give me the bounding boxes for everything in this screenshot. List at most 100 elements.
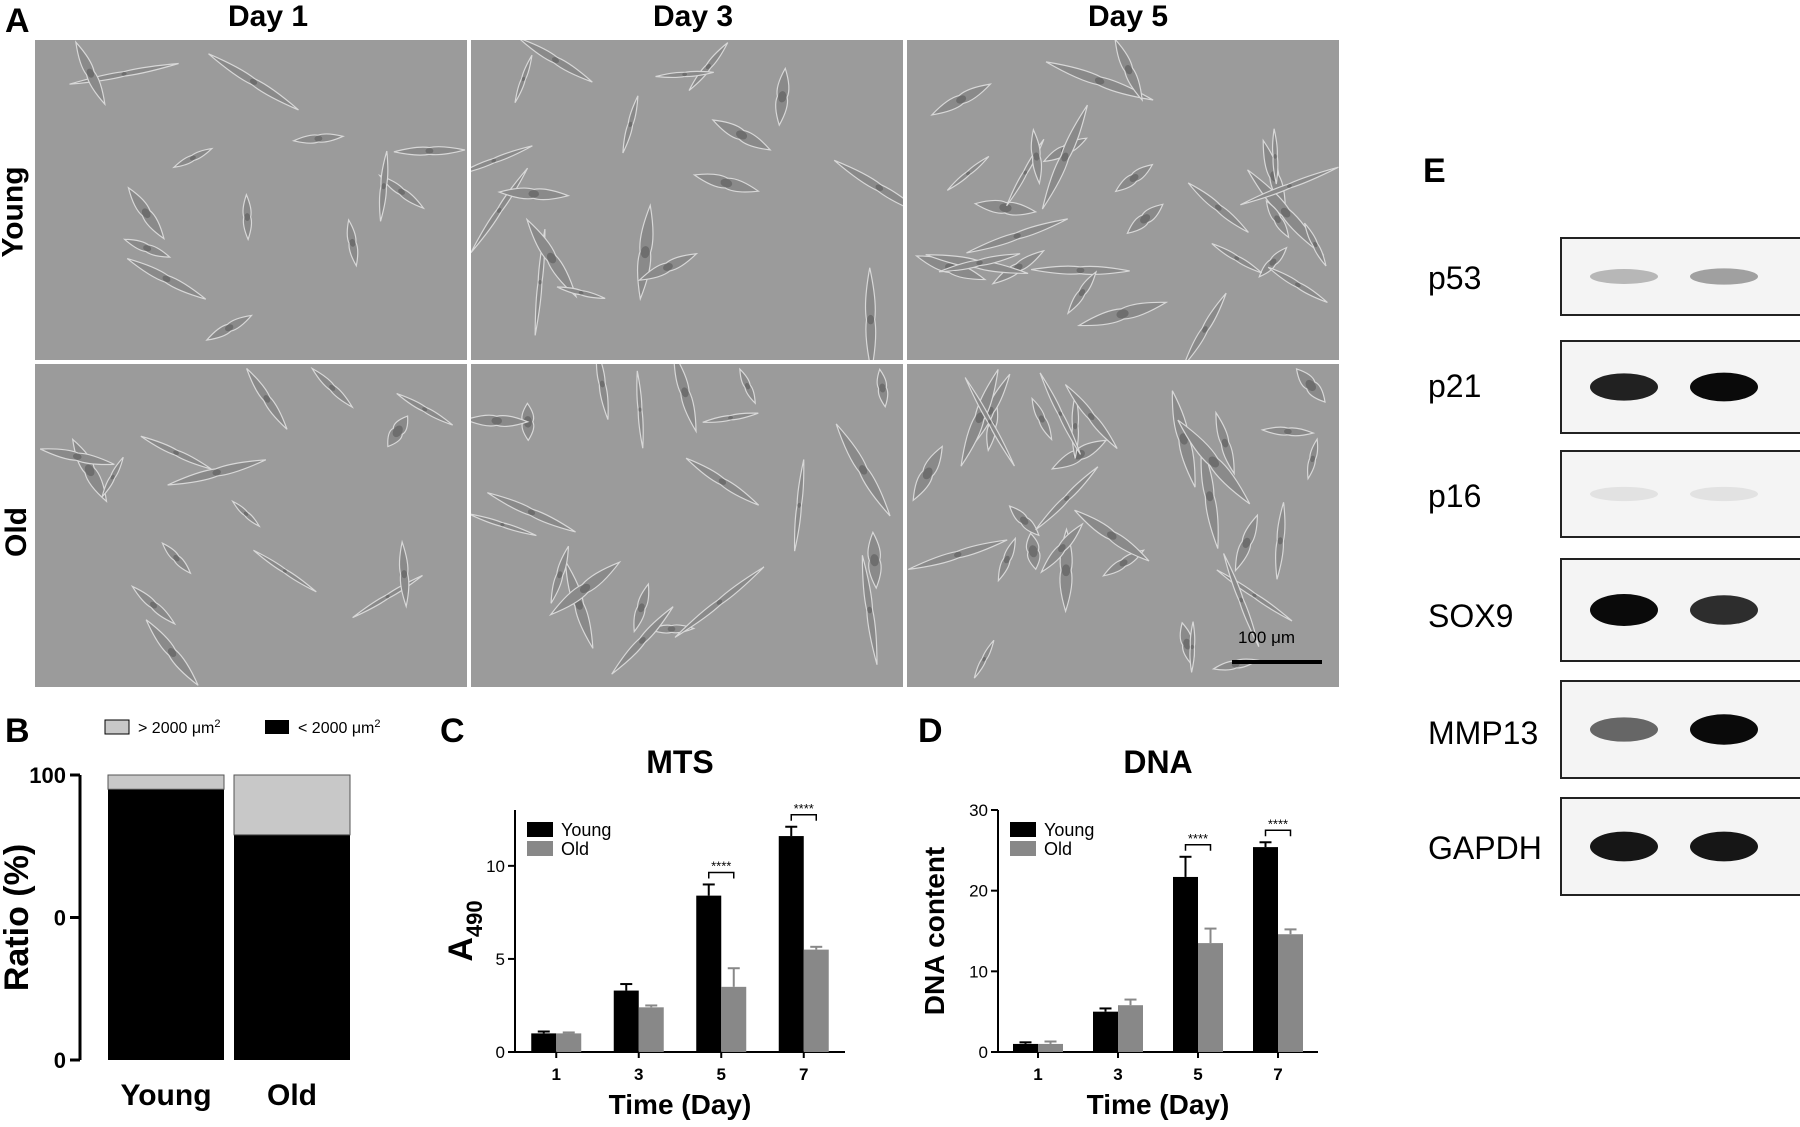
- cell-nucleus: [966, 171, 971, 176]
- cell-nucleus: [1028, 545, 1038, 558]
- cell-nucleus: [982, 656, 986, 662]
- cell-shape: [702, 412, 759, 423]
- y-tick-label: 5: [496, 950, 505, 969]
- cell-nucleus: [1274, 215, 1281, 224]
- cell-shape: [739, 367, 756, 405]
- cell-shape: [122, 238, 172, 258]
- cell-shape: [101, 456, 124, 498]
- cell-shape: [946, 155, 990, 191]
- cell-shape: [964, 377, 1015, 467]
- cell-shape: [393, 146, 466, 156]
- cell-nucleus: [681, 387, 689, 398]
- cell-nucleus: [1140, 214, 1151, 224]
- cell-shape: [167, 459, 267, 486]
- cell-nucleus: [975, 412, 984, 424]
- y-axis-label: A490: [442, 900, 487, 961]
- cell-shape: [1114, 40, 1144, 102]
- y-axis-label: Ratio (%): [0, 844, 36, 991]
- cell-nucleus: [663, 263, 673, 271]
- y-axis-label: DNA content: [919, 847, 950, 1016]
- panel-letter-c: C: [440, 712, 465, 750]
- panel-letter-e: E: [1423, 152, 1446, 190]
- cell-shape: [126, 257, 207, 300]
- cell-nucleus: [720, 178, 733, 188]
- cell-nucleus: [1242, 537, 1251, 548]
- cell-shape: [973, 199, 1038, 216]
- cell-nucleus: [224, 324, 234, 332]
- cell-shape: [1271, 128, 1279, 185]
- cell-shape: [378, 150, 389, 222]
- cell-shape: [1126, 203, 1164, 235]
- blot-band-old: [1690, 268, 1758, 285]
- cell-nucleus: [422, 407, 428, 412]
- cell-nucleus: [528, 190, 540, 198]
- cell-nucleus: [579, 583, 591, 594]
- cell-nucleus: [538, 280, 542, 285]
- cell-shape: [1211, 242, 1263, 274]
- western-blot-label-p16: p16: [1428, 478, 1482, 514]
- cell-shape: [396, 392, 454, 426]
- chart-b-cell-area-ratio: > 2000 μm2 < 2000 μm2 0 0 100 Ratio (%) Young O…: [0, 718, 381, 1112]
- panel-letter-d: D: [918, 712, 943, 750]
- y-tick-label: 30: [969, 801, 988, 820]
- cell-nucleus: [1124, 65, 1133, 75]
- cell-nucleus: [1061, 564, 1071, 577]
- micrograph-texture: [35, 40, 467, 360]
- cell-shape: [1177, 419, 1251, 505]
- x-axis-label: Time (Day): [1087, 1089, 1230, 1120]
- cell-nucleus: [1280, 207, 1291, 218]
- cell-nucleus: [263, 395, 271, 403]
- cell-nucleus: [1205, 491, 1214, 502]
- cell-shape: [242, 192, 253, 242]
- cell-nucleus: [349, 238, 356, 247]
- x-tick-label-day7: 7: [1273, 1065, 1282, 1084]
- superscript: 2: [374, 718, 380, 730]
- cell-shape: [636, 370, 644, 449]
- western-blot-band-mmp13: [1560, 680, 1800, 779]
- x-tick-label-day3: 3: [1113, 1065, 1122, 1084]
- cell-nucleus: [728, 415, 733, 420]
- micrograph-texture: [907, 40, 1339, 360]
- significance-bracket-day5: [708, 871, 735, 879]
- cell-shape: [1039, 372, 1082, 455]
- cell-nucleus: [1277, 537, 1283, 545]
- cell-nucleus: [86, 68, 95, 78]
- cell-shape: [876, 367, 889, 409]
- cell-shape: [655, 70, 714, 79]
- cell-shape: [1030, 127, 1043, 186]
- cell-shape: [1041, 104, 1088, 210]
- micrograph-old-day1: [35, 364, 467, 687]
- cell-shape: [960, 369, 999, 467]
- western-blot-band-p16: [1560, 450, 1800, 538]
- cell-shape: [1008, 505, 1040, 537]
- cell-shape: [1189, 621, 1196, 673]
- cell-shape: [246, 368, 288, 430]
- cell-shape: [310, 366, 354, 409]
- western-blot-label-p53: p53: [1428, 260, 1482, 296]
- cell-nucleus: [1273, 154, 1277, 159]
- western-blot-label-sox9: SOX9: [1428, 598, 1514, 634]
- cell-shape: [1303, 222, 1327, 267]
- cell-shape: [908, 539, 1008, 570]
- cell-shape: [471, 513, 537, 537]
- cell-shape: [556, 286, 606, 299]
- cell-shape: [1295, 368, 1326, 403]
- cell-shape: [74, 40, 106, 107]
- cell-shape: [1258, 246, 1288, 278]
- legend-label-large-cells: > 2000 μm2: [138, 718, 221, 737]
- y-tick-label: 10: [969, 962, 988, 981]
- cell-nucleus: [976, 260, 983, 266]
- cell-nucleus: [381, 183, 386, 190]
- cell-nucleus: [1183, 638, 1192, 650]
- cell-nucleus: [491, 417, 503, 425]
- cell-nucleus: [1033, 152, 1040, 161]
- micrograph-old-day5: [907, 364, 1339, 687]
- cell-shape: [867, 530, 882, 590]
- western-blot-band-p21: [1560, 340, 1800, 434]
- bar-young-day7: [778, 836, 804, 1052]
- cell-nucleus: [1295, 282, 1301, 288]
- cell-shape: [1260, 426, 1316, 437]
- cell-shape: [291, 133, 345, 144]
